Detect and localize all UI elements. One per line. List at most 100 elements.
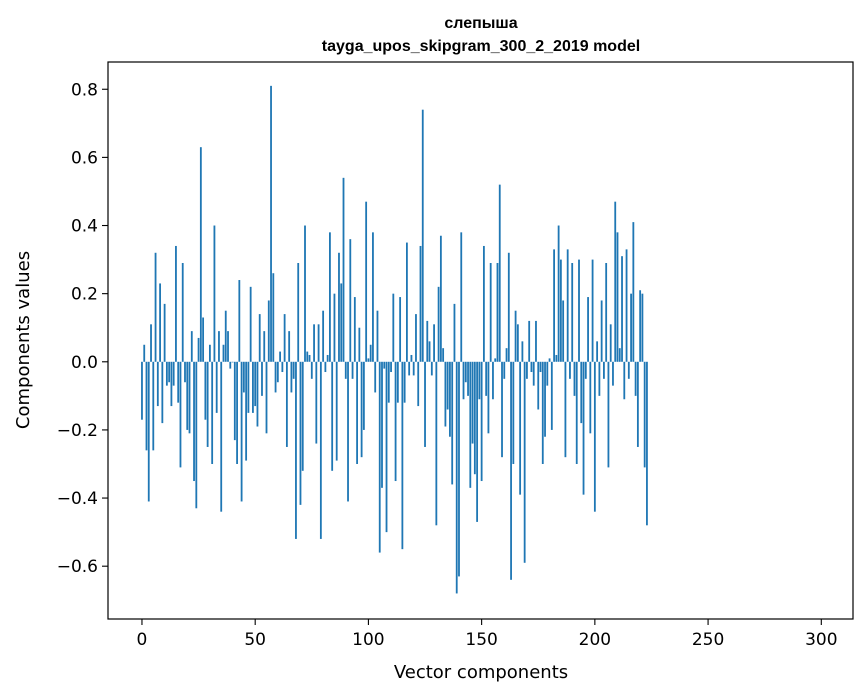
bar-191 bbox=[573, 361, 576, 396]
x-axis-label: Vector components bbox=[394, 662, 568, 683]
bar-203 bbox=[600, 300, 603, 362]
bar-97 bbox=[360, 361, 363, 458]
y-axis-label: Components values bbox=[13, 251, 34, 429]
bar-192 bbox=[575, 361, 578, 464]
bar-101 bbox=[369, 344, 372, 362]
bar-189 bbox=[569, 361, 571, 379]
bar-3 bbox=[147, 361, 150, 502]
bar-38 bbox=[227, 331, 229, 362]
bar-61 bbox=[279, 351, 281, 362]
bar-20 bbox=[186, 361, 189, 430]
y-tick-label: 0.0 bbox=[71, 353, 98, 373]
y-tick-label: 0.8 bbox=[71, 80, 98, 100]
bar-175 bbox=[537, 361, 540, 410]
bar-112 bbox=[394, 361, 397, 482]
bar-87 bbox=[338, 252, 340, 362]
bar-170 bbox=[526, 361, 528, 379]
bar-199 bbox=[591, 259, 594, 362]
bar-181 bbox=[550, 361, 553, 430]
bar-182 bbox=[553, 249, 555, 362]
bar-209 bbox=[614, 201, 617, 362]
bar-70 bbox=[299, 361, 302, 505]
bar-36 bbox=[222, 344, 225, 362]
bar-146 bbox=[471, 361, 474, 444]
bar-160 bbox=[503, 361, 506, 379]
bar-190 bbox=[571, 263, 574, 362]
bar-214 bbox=[625, 249, 628, 362]
bar-211 bbox=[618, 348, 621, 362]
bar-148 bbox=[476, 361, 479, 522]
bar-102 bbox=[372, 232, 374, 362]
bar-31 bbox=[211, 361, 214, 464]
x-tick-label: 150 bbox=[465, 630, 497, 650]
bar-124 bbox=[421, 109, 424, 362]
y-tick-label: 0.2 bbox=[71, 285, 98, 305]
bar-115 bbox=[401, 361, 404, 550]
bars-group bbox=[141, 85, 648, 594]
bar-32 bbox=[213, 225, 216, 362]
bar-208 bbox=[612, 361, 614, 386]
bar-201 bbox=[596, 341, 599, 362]
bar-187 bbox=[564, 361, 567, 458]
bar-100 bbox=[367, 358, 370, 362]
bar-23 bbox=[193, 361, 195, 482]
bar-138 bbox=[453, 303, 456, 362]
bar-48 bbox=[249, 286, 252, 362]
bar-68 bbox=[295, 361, 297, 539]
bar-1 bbox=[143, 344, 146, 362]
bar-50 bbox=[254, 361, 257, 407]
bar-4 bbox=[150, 324, 152, 362]
bar-136 bbox=[449, 361, 451, 437]
bar-206 bbox=[607, 361, 610, 468]
bar-210 bbox=[616, 232, 619, 362]
bar-122 bbox=[417, 361, 420, 407]
bar-215 bbox=[627, 361, 630, 379]
bar-45 bbox=[242, 361, 245, 393]
bar-9 bbox=[161, 361, 164, 424]
bar-99 bbox=[365, 201, 368, 362]
bar-86 bbox=[335, 361, 338, 461]
bar-57 bbox=[270, 85, 272, 362]
bar-147 bbox=[473, 361, 476, 475]
bar-46 bbox=[245, 361, 248, 461]
plot-frame bbox=[107, 61, 854, 620]
bar-60 bbox=[276, 361, 279, 383]
bar-193 bbox=[578, 259, 580, 362]
bar-125 bbox=[424, 361, 426, 447]
bar-41 bbox=[233, 361, 236, 441]
bar-21 bbox=[188, 361, 191, 434]
bar-63 bbox=[283, 314, 286, 362]
bar-140 bbox=[458, 361, 460, 577]
bar-157 bbox=[496, 263, 499, 362]
bar-75 bbox=[310, 361, 313, 379]
bar-109 bbox=[387, 361, 390, 403]
bar-18 bbox=[181, 263, 184, 362]
bar-81 bbox=[324, 361, 327, 373]
bar-127 bbox=[428, 341, 431, 362]
bar-69 bbox=[297, 263, 300, 362]
bar-126 bbox=[426, 320, 429, 362]
bar-77 bbox=[315, 361, 318, 444]
bar-168 bbox=[521, 341, 524, 362]
bar-62 bbox=[281, 361, 284, 373]
bar-106 bbox=[381, 361, 383, 488]
bar-95 bbox=[356, 361, 358, 464]
bar-144 bbox=[467, 361, 469, 396]
bar-59 bbox=[274, 361, 277, 393]
chart-title: слепыша bbox=[444, 15, 517, 32]
bar-11 bbox=[165, 361, 168, 386]
y-tick-label: 0.4 bbox=[71, 217, 98, 237]
bar-0 bbox=[141, 361, 143, 420]
bar-159 bbox=[501, 361, 503, 458]
bar-26 bbox=[199, 147, 202, 362]
y-axis-ticks: −0.6 −0.4 −0.2 0.0 0.2 0.4 0.6 0.8 bbox=[57, 80, 108, 577]
bar-186 bbox=[562, 300, 565, 362]
bar-152 bbox=[485, 361, 488, 396]
bar-218 bbox=[634, 361, 637, 396]
bar-80 bbox=[322, 310, 325, 362]
bar-90 bbox=[344, 361, 347, 379]
bar-129 bbox=[433, 324, 435, 362]
bar-8 bbox=[159, 283, 161, 362]
bar-123 bbox=[419, 245, 422, 362]
bar-200 bbox=[593, 361, 596, 512]
